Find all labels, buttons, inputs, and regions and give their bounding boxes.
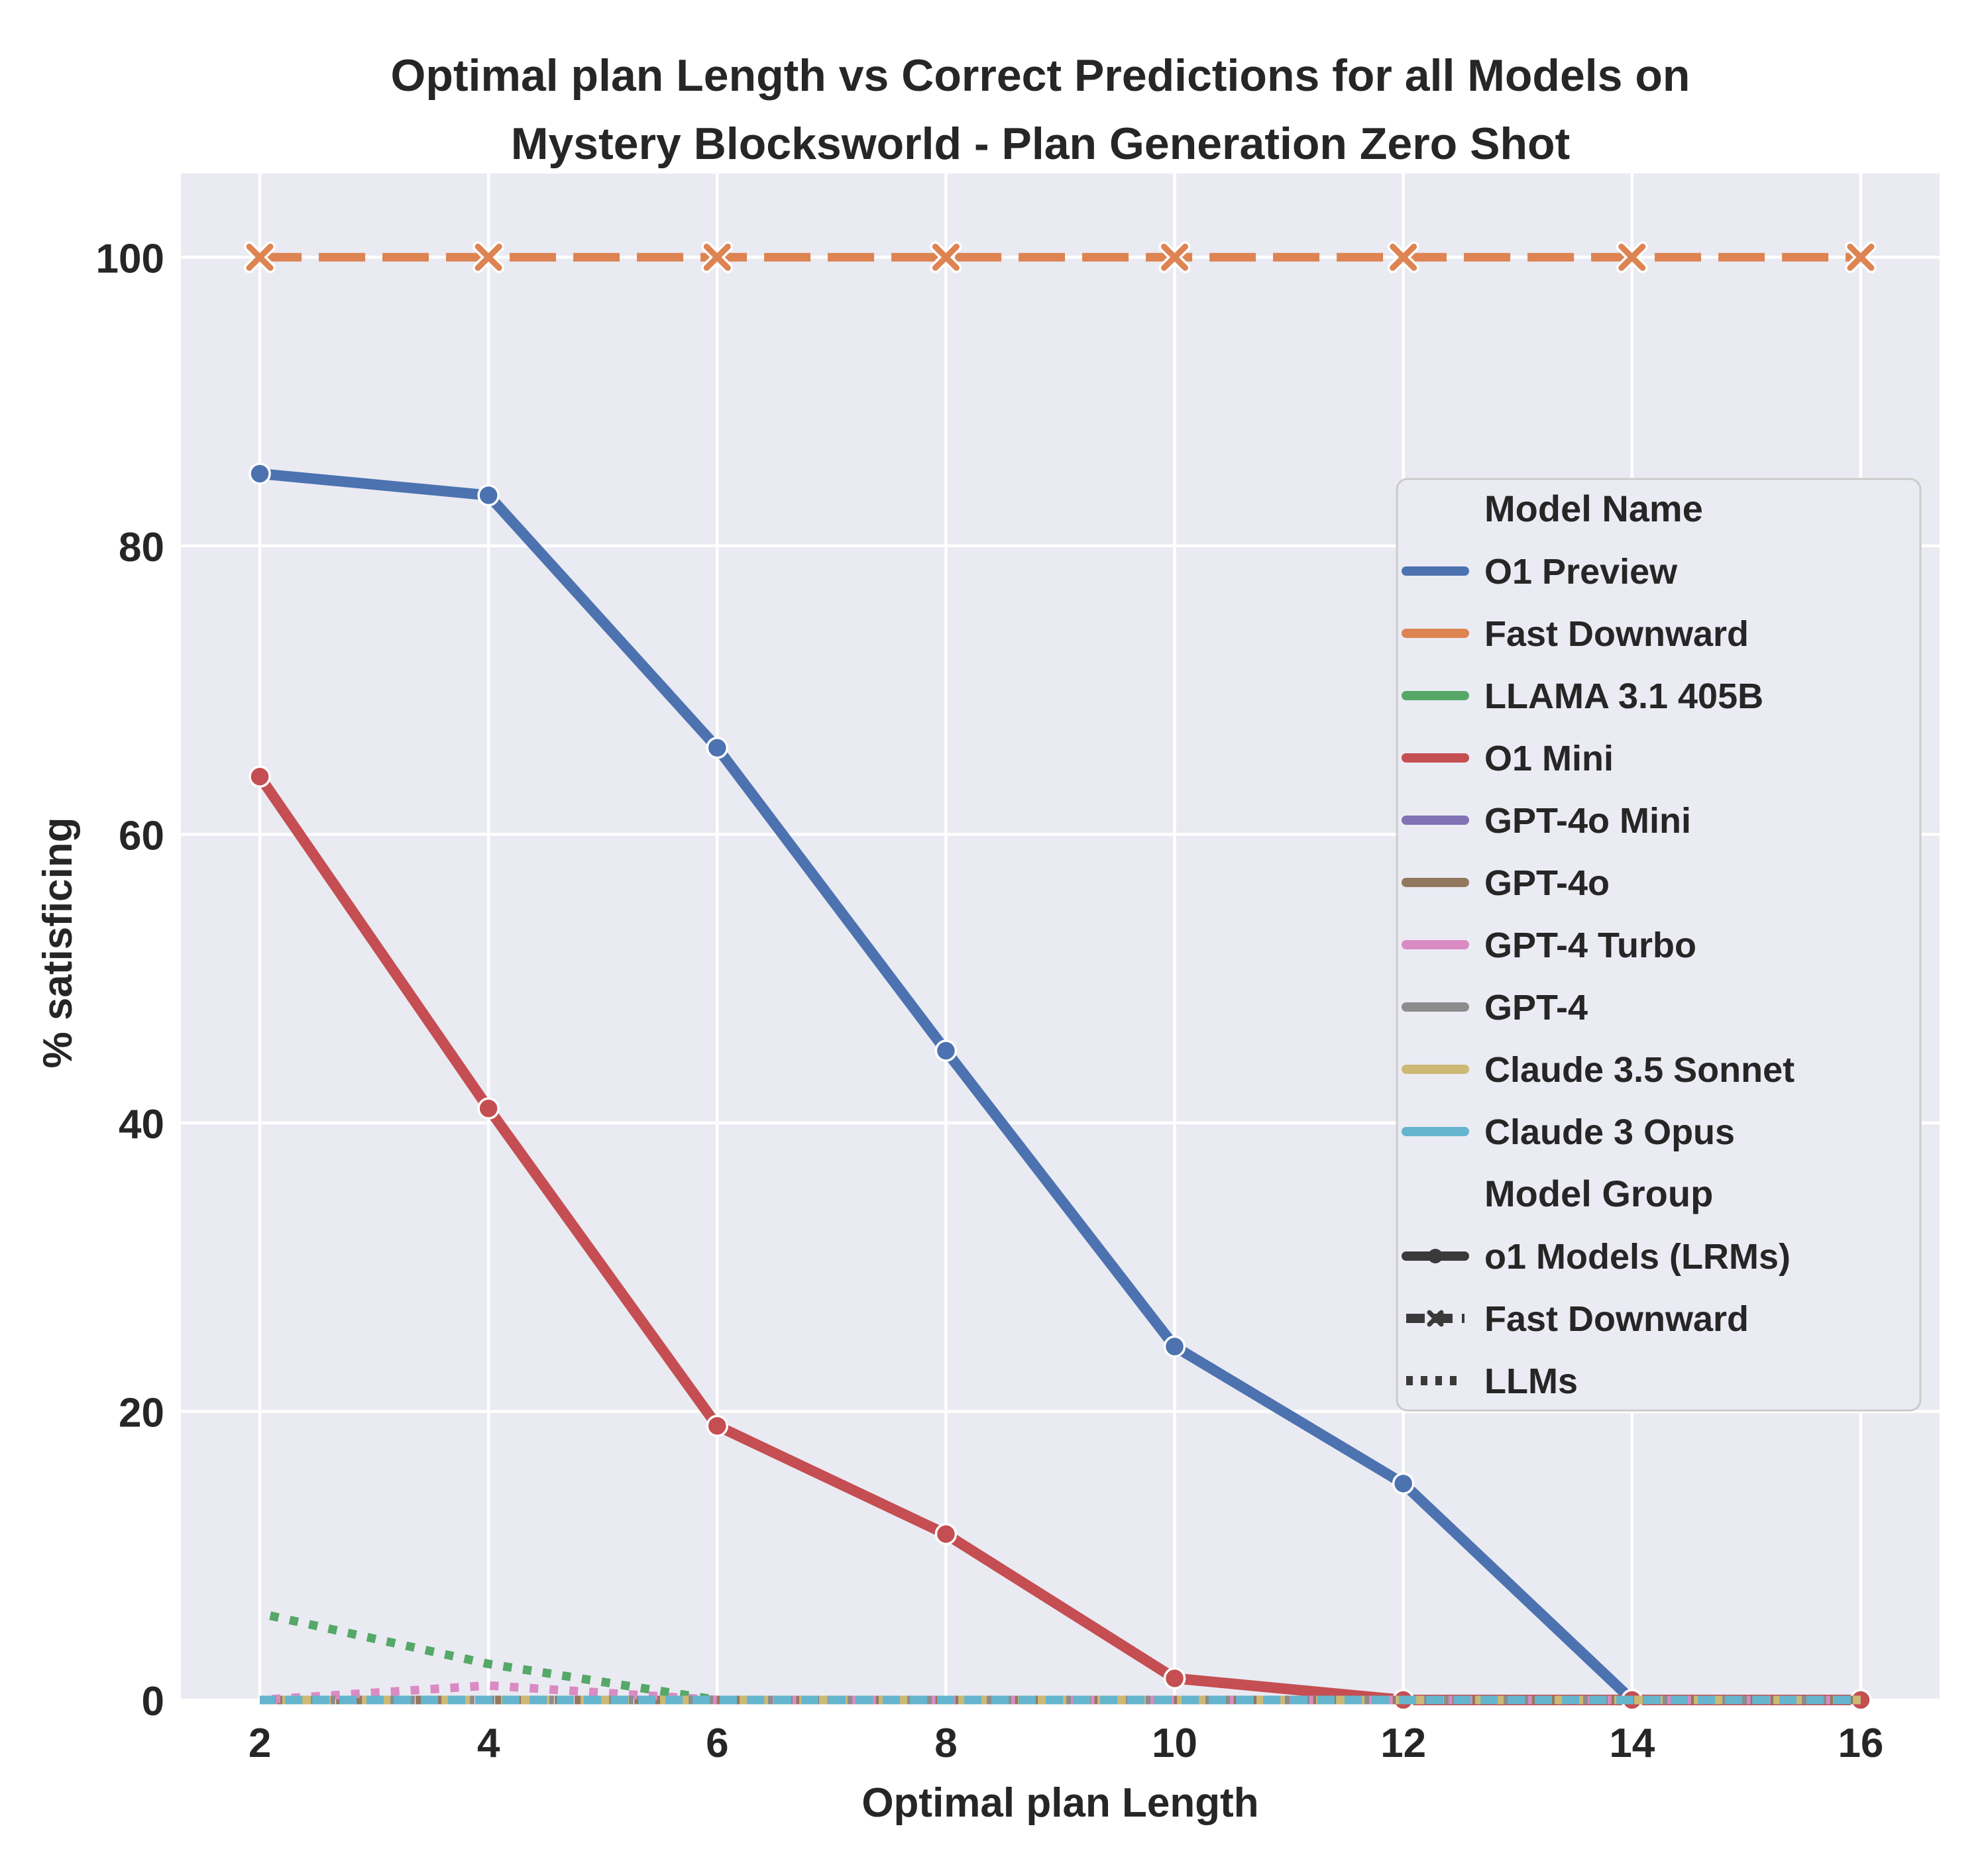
y-tick-label-20: 20 bbox=[119, 1390, 164, 1436]
legend-label-o1-mini: O1 Mini bbox=[1484, 739, 1614, 778]
legend-header-model-name: Model Name bbox=[1484, 488, 1703, 529]
marker-fast-downward-14 bbox=[1618, 243, 1646, 271]
legend-box bbox=[1396, 478, 1922, 1412]
legend-row-claude-3-5-sonnet: Claude 3.5 Sonnet bbox=[1402, 1050, 1795, 1090]
marker-o1-preview-6 bbox=[706, 736, 729, 759]
legend-label-fast-downward: Fast Downward bbox=[1484, 1299, 1749, 1339]
legend-row-gpt-4o: GPT-4o bbox=[1402, 863, 1610, 903]
legend: Model Name O1 Preview Fast Downward LLAMA 3… bbox=[1396, 478, 1922, 1412]
legend-label-gpt-4o-mini: GPT-4o Mini bbox=[1484, 801, 1691, 841]
marker-o1-mini-10 bbox=[1163, 1667, 1186, 1690]
x-tick-label-2: 2 bbox=[248, 1721, 271, 1766]
marker-o1-mini-8 bbox=[934, 1522, 958, 1546]
legend-header-model-group: Model Group bbox=[1484, 1173, 1713, 1214]
tick-labels: 2 4 6 8 10 12 14 16 0 20 40 60 80 100 bbox=[96, 236, 1884, 1766]
legend-row-model-name: Model Name bbox=[1484, 488, 1703, 529]
marker-o1-mini-2 bbox=[248, 765, 271, 788]
legend-label-o1-preview: O1 Preview bbox=[1484, 552, 1678, 592]
x-tick-label-16: 16 bbox=[1838, 1721, 1883, 1766]
legend-label-claude-3-opus: Claude 3 Opus bbox=[1484, 1112, 1735, 1152]
marker-fast-downward-2 bbox=[246, 243, 274, 271]
legend-row-gpt-4o-mini: GPT-4o Mini bbox=[1402, 801, 1691, 841]
legend-row-o1-preview: O1 Preview bbox=[1402, 552, 1678, 592]
chart-title-line2: Mystery Blocksworld - Plan Generation Ze… bbox=[511, 119, 1570, 169]
x-tick-label-14: 14 bbox=[1609, 1721, 1655, 1766]
legend-x-marker bbox=[1427, 1310, 1444, 1327]
y-axis-label: % satisficing bbox=[35, 818, 81, 1069]
x-axis-label: Optimal plan Length bbox=[861, 1780, 1258, 1826]
marker-o1-mini-6 bbox=[706, 1414, 729, 1437]
x-tick-label-10: 10 bbox=[1152, 1721, 1197, 1766]
legend-label-llms: LLMs bbox=[1484, 1361, 1578, 1401]
legend-row-claude-3-opus: Claude 3 Opus bbox=[1402, 1112, 1735, 1152]
x-tick-label-8: 8 bbox=[934, 1721, 957, 1766]
marker-fast-downward-12 bbox=[1390, 243, 1417, 271]
legend-row-fast-downward: Fast Downward bbox=[1406, 1299, 1749, 1339]
legend-label-o1-models-lrms: o1 Models (LRMs) bbox=[1484, 1237, 1791, 1277]
legend-label-gpt-4: GPT-4 bbox=[1484, 988, 1588, 1028]
chart-title-line1: Optimal plan Length vs Correct Predictio… bbox=[391, 50, 1690, 101]
legend-row-gpt-4-turbo: GPT-4 Turbo bbox=[1402, 926, 1696, 965]
legend-row-model-group: Model Group bbox=[1484, 1173, 1713, 1214]
legend-row-llms: LLMs bbox=[1406, 1361, 1578, 1401]
legend-dot-marker bbox=[1428, 1249, 1443, 1263]
marker-o1-preview-12 bbox=[1392, 1472, 1415, 1495]
marker-o1-preview-10 bbox=[1163, 1335, 1186, 1358]
legend-label-claude-3-5-sonnet: Claude 3.5 Sonnet bbox=[1484, 1050, 1795, 1090]
marker-o1-preview-2 bbox=[248, 462, 271, 485]
series-fast-downward bbox=[244, 241, 1877, 274]
marker-fast-downward-8 bbox=[932, 243, 960, 271]
legend-row-fast-downward: Fast Downward bbox=[1402, 614, 1749, 654]
legend-label-gpt-4o: GPT-4o bbox=[1484, 863, 1610, 903]
y-tick-label-100: 100 bbox=[96, 236, 164, 282]
legend-row-llama-3-1-405b: LLAMA 3.1 405B bbox=[1402, 676, 1763, 716]
marker-fast-downward-10 bbox=[1161, 243, 1189, 271]
marker-o1-mini-4 bbox=[477, 1097, 500, 1120]
y-tick-label-80: 80 bbox=[119, 525, 164, 570]
series-o1-preview-line bbox=[259, 468, 1861, 1705]
y-tick-label-0: 0 bbox=[142, 1679, 164, 1724]
legend-label-fast-downward: Fast Downward bbox=[1484, 614, 1749, 654]
marker-fast-downward-6 bbox=[703, 243, 731, 271]
marker-fast-downward-4 bbox=[474, 243, 502, 271]
legend-label-llama-3-1-405b: LLAMA 3.1 405B bbox=[1484, 676, 1763, 716]
legend-row-o1-models-lrms: o1 Models (LRMs) bbox=[1402, 1237, 1791, 1277]
marker-o1-preview-4 bbox=[477, 484, 500, 507]
legend-label-gpt-4-turbo: GPT-4 Turbo bbox=[1484, 926, 1696, 965]
x-tick-label-4: 4 bbox=[477, 1721, 500, 1766]
legend-row-gpt-4: GPT-4 bbox=[1402, 988, 1588, 1028]
x-tick-label-12: 12 bbox=[1380, 1721, 1426, 1766]
marker-fast-downward-16 bbox=[1847, 243, 1875, 271]
y-tick-label-40: 40 bbox=[119, 1102, 164, 1147]
legend-row-o1-mini: O1 Mini bbox=[1402, 739, 1614, 778]
marker-o1-preview-8 bbox=[934, 1039, 958, 1062]
x-tick-label-6: 6 bbox=[706, 1721, 728, 1766]
y-tick-label-60: 60 bbox=[119, 813, 164, 859]
